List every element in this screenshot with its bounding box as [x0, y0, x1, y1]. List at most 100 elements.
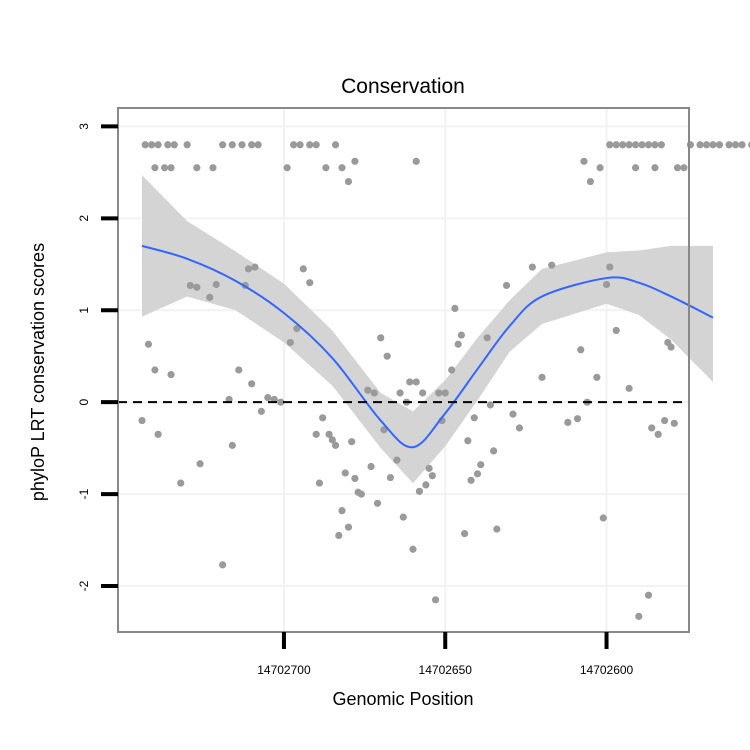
- data-point: [357, 490, 365, 498]
- data-point: [409, 545, 417, 553]
- data-point: [670, 419, 678, 427]
- data-point: [380, 426, 388, 434]
- data-point: [351, 474, 359, 483]
- data-point: [277, 398, 285, 406]
- data-point: [344, 523, 353, 531]
- data-point: [344, 177, 353, 186]
- data-point: [154, 141, 162, 149]
- data-point: [348, 438, 356, 446]
- data-point: [644, 141, 653, 149]
- data-point: [306, 141, 314, 149]
- data-point: [206, 293, 214, 301]
- data-point: [399, 513, 407, 521]
- data-point: [564, 418, 572, 426]
- data-point: [731, 141, 740, 149]
- data-point: [296, 141, 304, 149]
- data-point: [686, 141, 695, 149]
- y-tick-label: 2: [77, 215, 91, 222]
- data-point: [419, 389, 427, 397]
- data-point: [457, 331, 465, 339]
- data-point: [490, 447, 498, 455]
- data-point: [319, 414, 327, 422]
- data-point: [477, 461, 485, 469]
- data-point: [651, 141, 659, 149]
- data-point: [406, 378, 414, 386]
- data-point: [673, 164, 682, 172]
- data-point: [364, 386, 372, 394]
- data-point: [702, 141, 711, 149]
- data-point: [528, 263, 536, 271]
- data-point: [228, 441, 236, 449]
- data-point: [183, 141, 191, 149]
- data-point: [470, 414, 478, 422]
- y-tick-label: -1: [77, 488, 91, 499]
- data-point: [196, 460, 204, 468]
- panel-border: [117, 107, 690, 633]
- data-point: [338, 164, 346, 172]
- data-point: [396, 389, 404, 397]
- y-axis-title: phyloP LRT conservation scores: [28, 243, 48, 501]
- data-point: [151, 366, 159, 374]
- data-point: [325, 430, 333, 438]
- data-point: [299, 265, 307, 273]
- data-point: [515, 424, 524, 432]
- data-point: [460, 530, 469, 538]
- data-point: [509, 410, 517, 418]
- data-point: [315, 479, 324, 487]
- data-point: [625, 384, 633, 392]
- data-point: [328, 436, 336, 444]
- data-point: [186, 281, 194, 290]
- data-point: [244, 265, 253, 273]
- data-point: [164, 141, 172, 149]
- data-point: [235, 366, 243, 374]
- data-point: [383, 352, 391, 360]
- data-point: [193, 164, 201, 172]
- x-axis-title: Genomic Position: [332, 689, 473, 709]
- data-point: [144, 340, 153, 348]
- data-point: [177, 479, 185, 487]
- data-point: [680, 164, 688, 172]
- data-point: [212, 280, 220, 289]
- data-point: [599, 514, 607, 522]
- data-point: [264, 393, 272, 402]
- data-point: [464, 437, 472, 445]
- data-point: [631, 141, 640, 149]
- data-point: [193, 283, 201, 291]
- data-point: [431, 596, 440, 604]
- data-point: [167, 164, 175, 172]
- data-point: [654, 430, 662, 438]
- data-point: [635, 612, 643, 620]
- data-point: [573, 415, 582, 423]
- data-point: [167, 370, 175, 379]
- data-point: [209, 164, 217, 172]
- data-point: [596, 164, 604, 172]
- x-tick-label: 14702650: [419, 663, 473, 677]
- confidence-ribbon: [142, 175, 713, 484]
- data-point: [493, 525, 501, 533]
- data-point: [602, 280, 611, 289]
- x-tick-label: 14702600: [580, 663, 634, 677]
- y-tick-label: -2: [77, 580, 91, 591]
- data-point: [454, 340, 462, 348]
- data-point: [170, 141, 178, 149]
- data-point: [306, 279, 314, 287]
- data-point: [631, 164, 640, 172]
- y-tick-label: 3: [77, 123, 91, 130]
- data-point: [386, 473, 395, 482]
- data-point: [151, 164, 159, 172]
- data-point: [638, 141, 646, 149]
- data-point: [612, 141, 620, 149]
- data-point: [312, 430, 320, 438]
- data-point: [657, 141, 665, 149]
- smooth-trend-line: [141, 244, 714, 449]
- data-point: [219, 141, 227, 149]
- data-point: [586, 177, 595, 186]
- data-point: [160, 164, 169, 172]
- data-point: [738, 141, 746, 149]
- data-point: [667, 343, 675, 351]
- data-points: [138, 141, 750, 620]
- data-point: [154, 430, 162, 438]
- data-point: [251, 263, 259, 271]
- data-point: [538, 373, 546, 381]
